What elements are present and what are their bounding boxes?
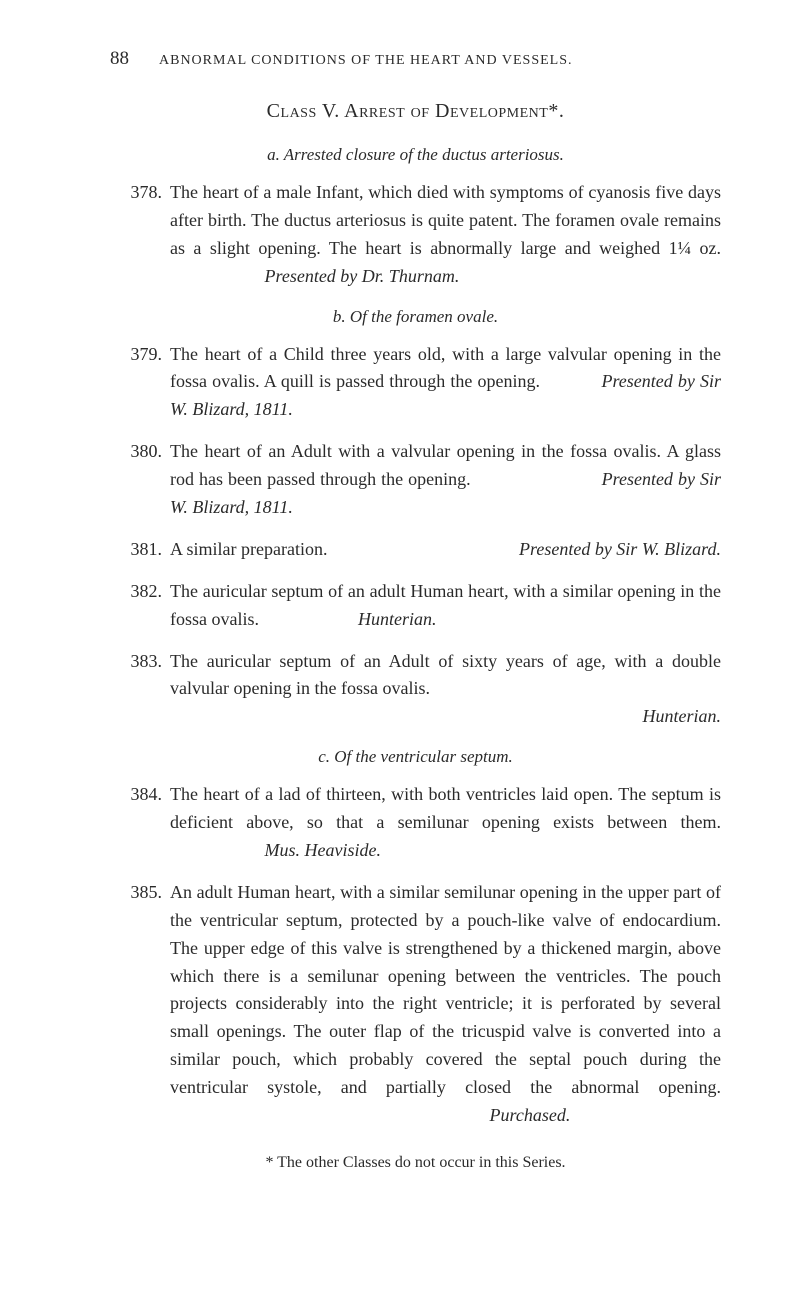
entry-presenter: Presented by Sir W. Blizard. xyxy=(519,536,721,564)
entry-number: 383. xyxy=(110,648,170,732)
entry-body: The auricular septum of an Adult of sixt… xyxy=(170,648,721,732)
entry-presenter: Hunterian. xyxy=(643,706,722,726)
section-c-heading: c. Of the ventricular septum. xyxy=(110,747,721,767)
entry-body: The heart of a male Infant, which died w… xyxy=(170,179,721,291)
entry-385: 385. An adult Human heart, with a simila… xyxy=(110,879,721,1130)
entry-number: 380. xyxy=(110,438,170,522)
entry-presenter: Presented by Dr. Thurnam. xyxy=(265,266,460,286)
section-b-heading: b. Of the foramen ovale. xyxy=(110,307,721,327)
entry-body: The heart of an Adult with a valvular op… xyxy=(170,438,721,522)
entry-383: 383. The auricular septum of an Adult of… xyxy=(110,648,721,732)
entry-body: The heart of a lad of thirteen, with bot… xyxy=(170,781,721,865)
entry-text: A similar preparation. xyxy=(170,536,327,564)
entry-379: 379. The heart of a Child three years ol… xyxy=(110,341,721,425)
entry-378: 378. The heart of a male Infant, which d… xyxy=(110,179,721,291)
entry-number: 385. xyxy=(110,879,170,1130)
entry-text: An adult Human heart, with a similar sem… xyxy=(170,882,721,1097)
entry-text: The auricular septum of an adult Human h… xyxy=(170,581,721,629)
entry-body: A similar preparation. Presented by Sir … xyxy=(170,536,721,564)
entry-body: An adult Human heart, with a similar sem… xyxy=(170,879,721,1130)
section-a-heading: a. Arrested closure of the ductus arteri… xyxy=(110,145,721,165)
entry-382: 382. The auricular septum of an adult Hu… xyxy=(110,578,721,634)
class-heading: Class V. Arrest of Development*. xyxy=(110,100,721,123)
page-number: 88 xyxy=(110,48,129,70)
entry-381: 381. A similar preparation. Presented by… xyxy=(110,536,721,564)
entry-text: The heart of a lad of thirteen, with bot… xyxy=(170,784,721,832)
entry-number: 384. xyxy=(110,781,170,865)
page-header: 88 ABNORMAL CONDITIONS OF THE HEART AND … xyxy=(110,48,721,70)
footnote: * The other Classes do not occur in this… xyxy=(110,1154,721,1172)
entry-presenter: Hunterian. xyxy=(358,609,437,629)
entry-number: 379. xyxy=(110,341,170,425)
entry-number: 382. xyxy=(110,578,170,634)
page-container: 88 ABNORMAL CONDITIONS OF THE HEART AND … xyxy=(0,0,801,1312)
entry-text: The auricular septum of an Adult of sixt… xyxy=(170,651,721,699)
entry-380: 380. The heart of an Adult with a valvul… xyxy=(110,438,721,522)
entry-text: The heart of a male Infant, which died w… xyxy=(170,182,721,258)
running-title: ABNORMAL CONDITIONS OF THE HEART AND VES… xyxy=(159,53,573,69)
entry-number: 378. xyxy=(110,179,170,291)
entry-presenter: Mus. Heaviside. xyxy=(265,840,381,860)
entry-body: The auricular septum of an adult Human h… xyxy=(170,578,721,634)
entry-384: 384. The heart of a lad of thirteen, wit… xyxy=(110,781,721,865)
entry-presenter: Purchased. xyxy=(490,1105,571,1125)
entry-number: 381. xyxy=(110,536,170,564)
entry-body: The heart of a Child three years old, wi… xyxy=(170,341,721,425)
